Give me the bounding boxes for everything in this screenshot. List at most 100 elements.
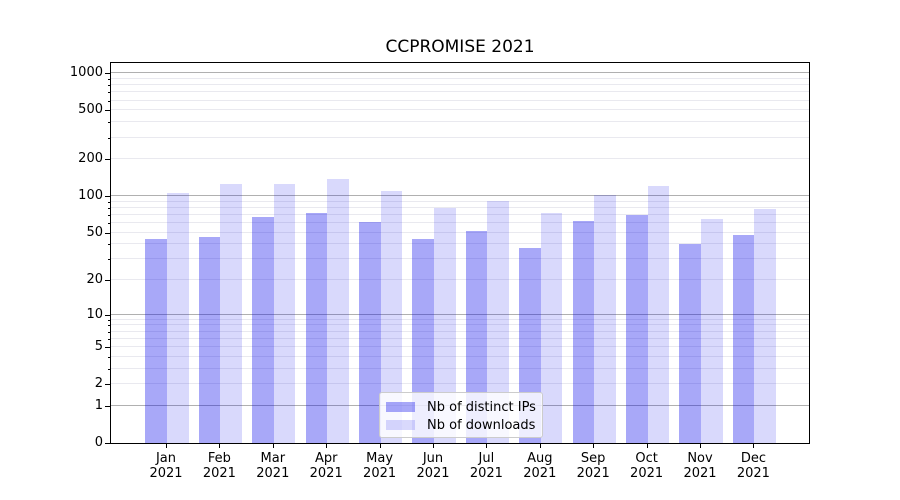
gridline-minor-900 (111, 78, 809, 80)
bar-downloads-nov (701, 218, 723, 443)
y-tick-label-2: 2 (94, 376, 103, 392)
gridline-minor-50 (111, 231, 809, 233)
y-minor-tick-mark-80 (108, 207, 110, 209)
y-minor-tick-mark-30 (108, 259, 110, 261)
gridline-minor-7 (111, 330, 809, 332)
gridline-minor-400 (111, 121, 809, 123)
bar-distinct-ips-feb (198, 237, 221, 443)
x-tick-label-oct: Oct 2021 (615, 451, 679, 481)
y-minor-tick-mark-3 (108, 368, 110, 370)
bar-distinct-ips-nov (679, 244, 701, 443)
y-tick-mark-20 (105, 280, 110, 282)
gridline-minor-9 (111, 318, 809, 320)
gridline-minor-90 (111, 200, 809, 202)
bar-downloads-may (380, 191, 403, 443)
y-tick-label-1: 1 (94, 397, 103, 413)
x-tick-label-nov: Nov 2021 (668, 451, 732, 481)
gridline-minor-3 (111, 367, 809, 369)
x-tick-mark-mar (272, 444, 274, 448)
x-tick-label-jan: Jan 2021 (134, 451, 198, 481)
gridline-minor-500 (111, 109, 809, 111)
x-tick-year: 2021 (416, 466, 450, 481)
y-minor-tick-mark-500 (108, 110, 110, 112)
gridline-minor-8 (111, 324, 809, 326)
y-minor-tick-mark-2 (108, 384, 110, 386)
legend-swatch-distinct-ips (386, 402, 415, 412)
y-tick-label-1000: 1000 (69, 65, 103, 81)
bar-downloads-sep (594, 194, 616, 443)
gridline-minor-6 (111, 337, 809, 339)
gridline-minor-600 (111, 99, 809, 101)
x-tick-month: Mar (260, 451, 286, 466)
x-tick-year: 2021 (523, 466, 557, 481)
y-tick-label-0: 0 (94, 435, 103, 450)
x-tick-label-jun: Jun 2021 (401, 451, 465, 481)
legend-item-downloads: Nb of downloads (386, 416, 536, 434)
y-minor-tick-mark-6 (108, 338, 110, 340)
gridline-minor-20 (111, 279, 809, 281)
gridline-minor-4 (111, 355, 809, 357)
legend-label-distinct-ips: Nb of distinct IPs (427, 399, 536, 415)
y-minor-tick-mark-200 (108, 159, 110, 161)
y-tick-mark-1000 (105, 73, 110, 75)
y-minor-tick-mark-20 (108, 280, 110, 282)
bar-downloads-mar (273, 184, 296, 443)
y-minor-tick-mark-60 (108, 223, 110, 225)
y-tick-label-100: 100 (78, 188, 103, 204)
bar-distinct-ips-mar (252, 217, 274, 443)
bar-downloads-oct (647, 186, 670, 443)
x-tick-mark-aug (539, 444, 541, 448)
x-tick-mark-dec (753, 444, 755, 448)
x-tick-label-feb: Feb 2021 (187, 451, 251, 481)
x-tick-year: 2021 (576, 466, 610, 481)
x-tick-month: Feb (207, 451, 231, 466)
y-tick-label-200: 200 (78, 151, 103, 167)
bar-downloads-feb (220, 184, 242, 443)
legend-swatch-downloads (386, 420, 415, 430)
gridline-minor-60 (111, 222, 809, 224)
y-tick-label-20: 20 (86, 272, 103, 288)
x-tick-mark-oct (646, 444, 648, 448)
bar-distinct-ips-jul (465, 230, 488, 443)
x-tick-month: Dec (740, 451, 766, 466)
x-tick-mark-jul (486, 444, 488, 448)
x-tick-month: Oct (635, 451, 658, 466)
gridline-minor-30 (111, 258, 809, 260)
gridline-minor-700 (111, 91, 809, 93)
y-tick-mark-10 (105, 314, 110, 316)
x-tick-month: Apr (314, 451, 338, 466)
x-tick-month: Aug (527, 451, 553, 466)
gridline-minor-2 (111, 383, 809, 385)
bar-distinct-ips-apr (305, 213, 328, 443)
y-tick-mark-2 (105, 384, 110, 386)
y-tick-label-10: 10 (86, 306, 103, 322)
y-tick-mark-50 (105, 232, 110, 234)
x-tick-year: 2021 (469, 466, 503, 481)
x-tick-label-may: May 2021 (348, 451, 412, 481)
gridline-major-10 (111, 313, 809, 315)
y-minor-tick-mark-7 (108, 331, 110, 333)
bar-distinct-ips-may (359, 222, 381, 443)
x-tick-label-aug: Aug 2021 (508, 451, 572, 481)
x-tick-month: May (366, 451, 394, 466)
bar-downloads-jan (167, 193, 189, 443)
gridline-minor-80 (111, 206, 809, 208)
gridline-minor-40 (111, 243, 809, 245)
bar-downloads-aug (540, 213, 563, 443)
y-minor-tick-mark-9 (108, 319, 110, 321)
x-tick-year: 2021 (149, 466, 183, 481)
x-tick-year: 2021 (683, 466, 717, 481)
x-tick-year: 2021 (736, 466, 770, 481)
x-tick-mark-sep (593, 444, 595, 448)
bar-downloads-jul (487, 201, 509, 443)
x-tick-year: 2021 (256, 466, 290, 481)
x-tick-year: 2021 (202, 466, 236, 481)
x-tick-mark-may (379, 444, 381, 448)
gridline-minor-70 (111, 213, 809, 215)
y-tick-mark-1 (105, 405, 110, 407)
y-minor-tick-mark-70 (108, 214, 110, 216)
legend-label-downloads: Nb of downloads (427, 417, 536, 433)
y-minor-tick-mark-800 (108, 85, 110, 87)
y-tick-mark-0 (105, 443, 110, 444)
y-tick-mark-100 (105, 196, 110, 198)
